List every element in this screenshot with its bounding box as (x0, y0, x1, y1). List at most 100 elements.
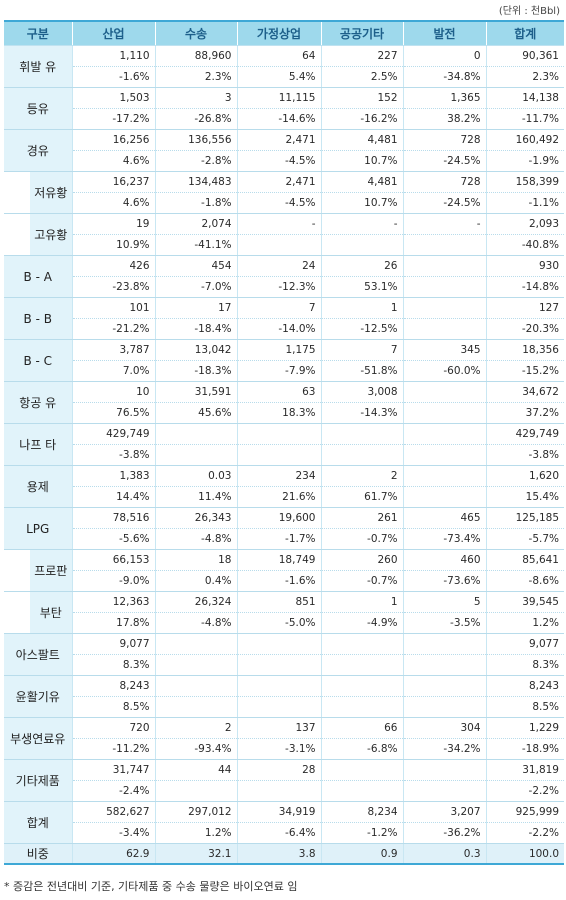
change-cell (154, 444, 237, 466)
change-cell: -18.4% (154, 318, 237, 340)
change-cell: -14.3% (320, 402, 403, 424)
value-cell (320, 633, 403, 655)
value-cell: 136,556 (154, 129, 237, 151)
sub-row-label: 고유황 (30, 213, 72, 256)
value-cell: 17 (154, 297, 237, 319)
value-cell: 429,749 (71, 423, 155, 445)
table-row: 경유 16,256 136,556 2,471 4,481 728 160,492 (4, 129, 564, 172)
change-cell: 61.7% (320, 486, 403, 508)
change-cell: 4.6% (71, 150, 155, 172)
value-cell: 460 (402, 549, 486, 571)
header-category: 구분 (4, 20, 72, 46)
table-row: B - B 101 17 7 1 127 (4, 297, 564, 340)
table-row-change: -1.6% 2.3% 5.4% 2.5% -34.8% 2.3% (4, 66, 564, 88)
change-cell: 8.5% (71, 696, 155, 718)
value-cell (402, 675, 486, 697)
value-cell: 3,787 (71, 339, 155, 361)
change-cell (402, 402, 486, 424)
change-cell: 2.5% (320, 66, 403, 88)
value-cell: 7 (320, 339, 403, 361)
change-cell: -3.8% (71, 444, 155, 466)
value-cell: - (236, 213, 321, 235)
change-cell: -1.1% (485, 192, 564, 214)
table-row-change: -5.6% -4.8% -1.7% -0.7% -73.4% -5.7% (4, 528, 564, 550)
value-cell: 10 (71, 381, 155, 403)
change-cell (236, 696, 321, 718)
change-cell (236, 654, 321, 676)
value-cell: 39,545 (485, 591, 564, 613)
sub-row-label: 부탄 (30, 591, 72, 634)
header-power: 발전 (402, 20, 486, 46)
value-cell: 5 (402, 591, 486, 613)
change-cell: 11.4% (154, 486, 237, 508)
value-cell: - (402, 213, 486, 235)
table-row-change: -9.0% 0.4% -1.6% -0.7% -73.6% -8.6% (4, 570, 564, 592)
sub-row-label: 프로판 (30, 549, 72, 592)
change-cell: 53.1% (320, 276, 403, 298)
value-cell: 0 (402, 45, 486, 67)
value-cell: 19 (71, 213, 155, 235)
value-cell: 234 (236, 465, 321, 487)
change-cell (402, 318, 486, 340)
change-cell: 17.8% (71, 612, 155, 634)
change-cell (320, 780, 403, 802)
value-cell: 429,749 (485, 423, 564, 445)
table-body: 휘발 유 1,110 88,960 64 227 0 90,361 -1.6% 2.3% 5.4%… (4, 45, 564, 865)
table-row: 저유황 16,237 134,483 2,471 4,481 728 158,399 (4, 171, 564, 214)
value-cell: 304 (402, 717, 486, 739)
row-label: 합계 (4, 801, 72, 844)
value-cell: 127 (485, 297, 564, 319)
value-cell: 134,483 (154, 171, 237, 193)
value-cell (402, 633, 486, 655)
change-cell: -41.1% (154, 234, 237, 256)
value-cell: 8,234 (320, 801, 403, 823)
change-cell: 8.3% (485, 654, 564, 676)
change-cell: -24.5% (402, 192, 486, 214)
value-cell: 2 (154, 717, 237, 739)
value-cell: 4,481 (320, 129, 403, 151)
change-cell: -3.8% (485, 444, 564, 466)
value-cell: 1,175 (236, 339, 321, 361)
value-cell: 582,627 (71, 801, 155, 823)
value-cell: 2 (320, 465, 403, 487)
value-cell: 85,641 (485, 549, 564, 571)
value-cell: 12,363 (71, 591, 155, 613)
change-cell: -12.5% (320, 318, 403, 340)
value-cell: 26,324 (154, 591, 237, 613)
value-cell: 18,356 (485, 339, 564, 361)
value-cell: 26 (320, 255, 403, 277)
change-cell: 18.3% (236, 402, 321, 424)
value-cell: 1,110 (71, 45, 155, 67)
value-cell: 19,600 (236, 507, 321, 529)
value-cell: 101 (71, 297, 155, 319)
change-cell: 14.4% (71, 486, 155, 508)
change-cell: -1.6% (71, 66, 155, 88)
change-cell: -73.4% (402, 528, 486, 550)
value-cell (320, 759, 403, 781)
value-cell: 345 (402, 339, 486, 361)
change-cell: -2.2% (485, 780, 564, 802)
change-cell: -3.4% (71, 822, 155, 844)
value-cell: - (320, 213, 403, 235)
value-cell: 9,077 (71, 633, 155, 655)
change-cell: -16.2% (320, 108, 403, 130)
change-cell: 4.6% (71, 192, 155, 214)
change-cell (236, 780, 321, 802)
change-cell (320, 696, 403, 718)
change-cell: -5.6% (71, 528, 155, 550)
change-cell: -14.0% (236, 318, 321, 340)
value-cell: 90,361 (485, 45, 564, 67)
value-cell (402, 465, 486, 487)
value-cell: 8,243 (71, 675, 155, 697)
table-row: 등유 1,503 3 11,115 152 1,365 14,138 (4, 87, 564, 130)
ratio-cell: 0.9 (320, 843, 403, 865)
change-cell: 2.3% (154, 66, 237, 88)
change-cell: -18.3% (154, 360, 237, 382)
header-row: 구분 산업 수송 가정상업 공공기타 발전 합계 (4, 20, 564, 46)
table-row: 부탄 12,363 26,324 851 1 5 39,545 (4, 591, 564, 634)
header-total: 합계 (485, 20, 564, 46)
value-cell: 728 (402, 129, 486, 151)
value-cell: 2,074 (154, 213, 237, 235)
value-cell (236, 633, 321, 655)
change-cell: -4.8% (154, 528, 237, 550)
